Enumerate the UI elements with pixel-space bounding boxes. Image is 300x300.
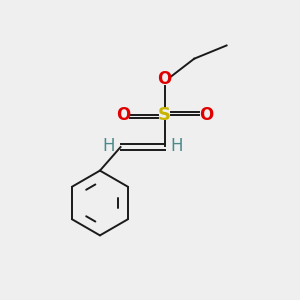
- Text: H: H: [102, 137, 114, 155]
- Text: O: O: [116, 106, 130, 124]
- Text: S: S: [158, 106, 171, 124]
- Text: O: O: [199, 106, 213, 124]
- Text: O: O: [158, 70, 172, 88]
- Text: H: H: [171, 137, 183, 155]
